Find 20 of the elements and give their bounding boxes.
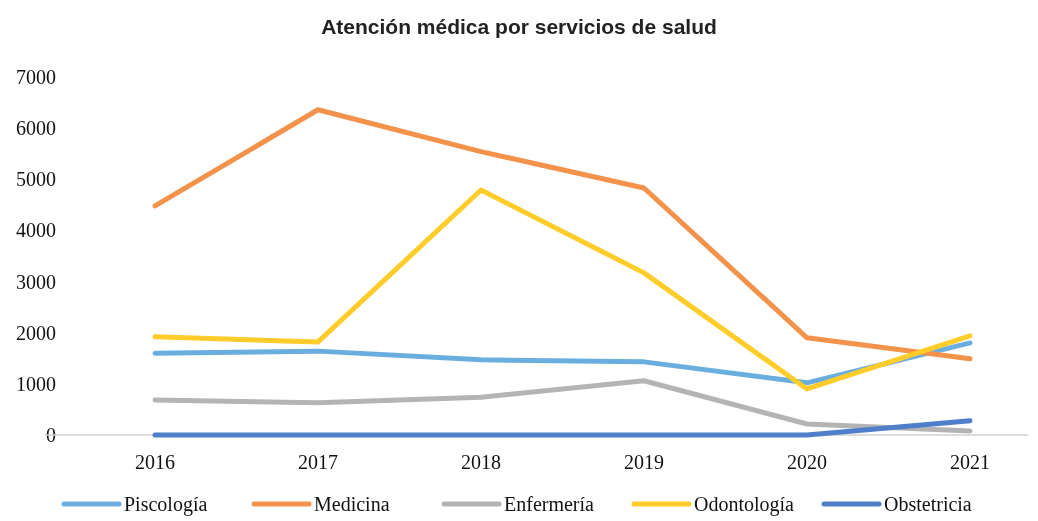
x-tick-label: 2016 [135,451,175,473]
x-tick-label: 2017 [298,451,338,473]
legend-label: Enfermería [504,493,595,515]
y-tick-label: 6000 [16,117,56,140]
x-tick-label: 2019 [624,451,664,473]
legend-label: Medicina [314,493,390,515]
legend-label: Odontología [694,493,795,516]
y-tick-label: 2000 [16,321,56,344]
x-tick-label: 2020 [787,451,827,473]
y-tick-label: 5000 [16,168,56,191]
x-tick-label: 2018 [461,451,501,473]
legend-label: Obstetricia [884,493,972,515]
chart-title: Atención médica por servicios de salud [321,15,717,38]
y-tick-label: 1000 [16,372,56,395]
legend-label: Piscología [124,493,208,516]
x-tick-label: 2021 [950,451,990,473]
y-tick-label: 4000 [16,219,56,242]
y-tick-label: 3000 [16,270,56,293]
y-tick-label: 7000 [16,66,56,88]
y-tick-label: 0 [46,424,56,446]
